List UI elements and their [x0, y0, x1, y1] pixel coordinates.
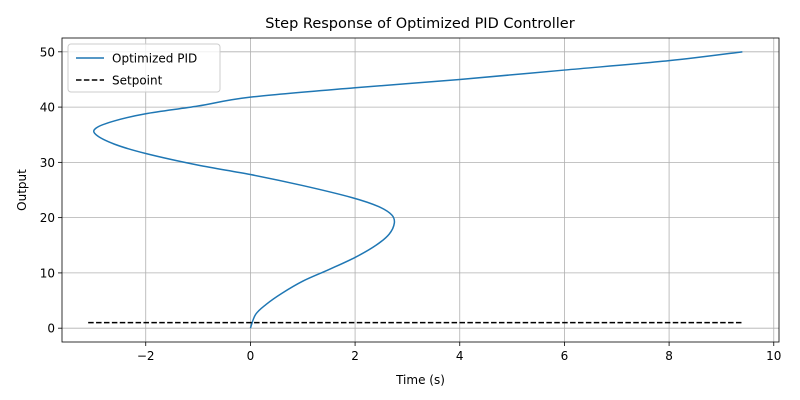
chart-title: Step Response of Optimized PID Controlle… [265, 16, 574, 32]
y-tick-label: 20 [40, 211, 55, 225]
legend-box [67, 43, 221, 93]
series-group [88, 51, 743, 329]
x-tick-label: −2 [137, 349, 155, 363]
x-tick-label: 2 [351, 349, 359, 363]
axis-ticks: −2 0 2 4 6 8 10 0 10 20 30 40 50 [40, 45, 782, 363]
series-line-0 [92, 51, 743, 329]
y-tick-label: 50 [40, 45, 55, 59]
x-tick-label: 6 [561, 349, 569, 363]
legend-label: Optimized PID [112, 52, 197, 66]
x-tick-label: 4 [456, 349, 464, 363]
y-tick-label: 30 [40, 156, 55, 170]
x-tick-label: 8 [665, 349, 673, 363]
legend: Optimized PID Setpoint [67, 43, 221, 93]
y-axis-label: Output [15, 169, 29, 211]
legend-label: Setpoint [112, 74, 163, 88]
y-tick-label: 40 [40, 101, 55, 115]
x-tick-label: 0 [247, 349, 255, 363]
x-tick-label: 10 [766, 349, 781, 363]
x-axis-label: Time (s) [395, 373, 445, 387]
plot-area-frame [61, 37, 780, 343]
y-tick-label: 0 [47, 322, 55, 336]
y-tick-label: 10 [40, 266, 55, 280]
